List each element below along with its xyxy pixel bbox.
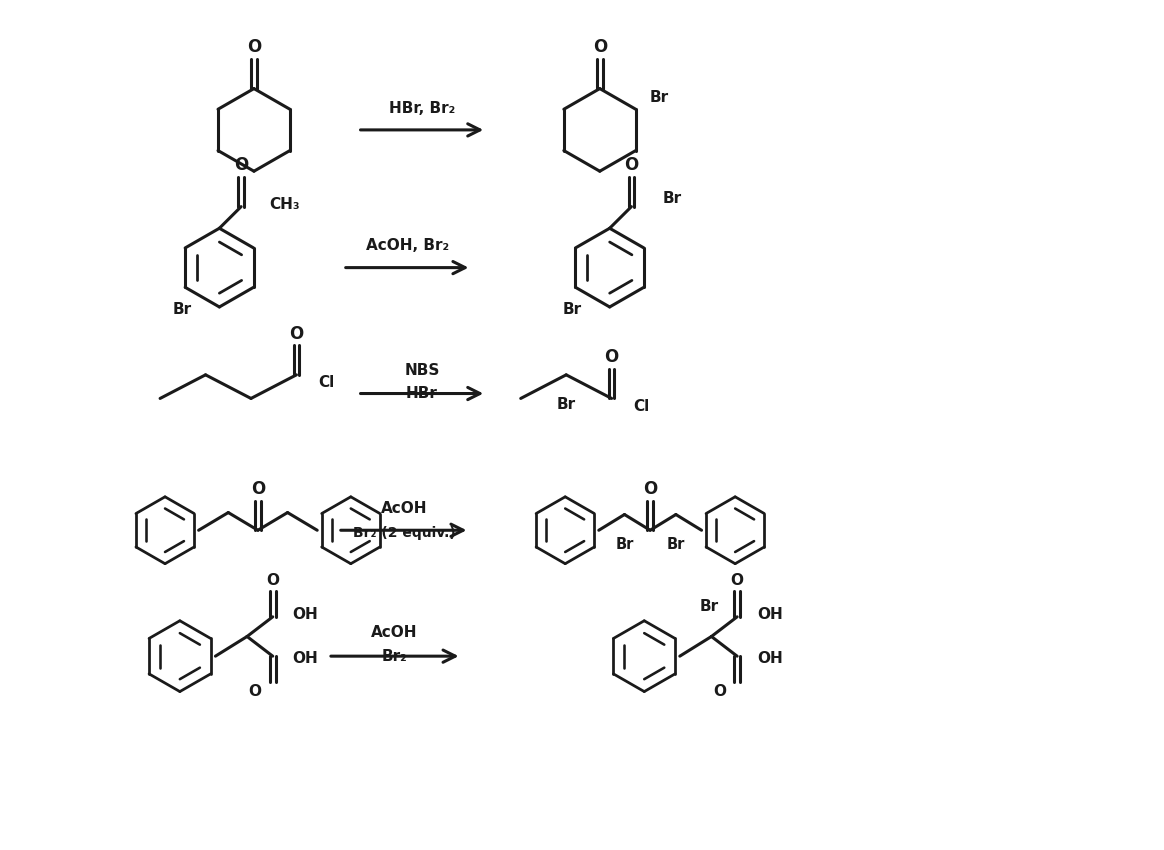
Text: O: O bbox=[250, 480, 265, 498]
Text: HBr, Br₂: HBr, Br₂ bbox=[389, 101, 455, 116]
Text: Br₂ (2 equiv.): Br₂ (2 equiv.) bbox=[353, 526, 455, 541]
Text: O: O bbox=[234, 156, 248, 174]
Text: O: O bbox=[247, 38, 261, 56]
Text: Br: Br bbox=[650, 90, 669, 105]
Text: Br: Br bbox=[663, 191, 682, 207]
Text: AcOH: AcOH bbox=[371, 625, 418, 640]
Text: OH: OH bbox=[292, 608, 318, 622]
Text: O: O bbox=[248, 684, 262, 699]
Text: O: O bbox=[267, 573, 279, 588]
Text: AcOH, Br₂: AcOH, Br₂ bbox=[365, 239, 448, 253]
Text: O: O bbox=[604, 348, 619, 366]
Text: Br: Br bbox=[172, 303, 191, 317]
Text: Br: Br bbox=[700, 599, 719, 615]
Text: O: O bbox=[712, 684, 726, 699]
Text: O: O bbox=[643, 480, 658, 498]
Text: OH: OH bbox=[292, 650, 318, 666]
Text: O: O bbox=[731, 573, 744, 588]
Text: Br: Br bbox=[667, 536, 686, 552]
Text: O: O bbox=[592, 38, 606, 56]
Text: Cl: Cl bbox=[633, 399, 650, 414]
Text: Br: Br bbox=[556, 397, 576, 412]
Text: OH: OH bbox=[757, 650, 782, 666]
Text: Br: Br bbox=[562, 303, 582, 317]
Text: O: O bbox=[624, 156, 639, 174]
Text: Br: Br bbox=[616, 536, 633, 552]
Text: NBS: NBS bbox=[404, 364, 440, 378]
Text: Br₂: Br₂ bbox=[382, 649, 407, 664]
Text: Cl: Cl bbox=[318, 375, 334, 390]
Text: AcOH: AcOH bbox=[381, 502, 427, 516]
Text: CH₃: CH₃ bbox=[269, 197, 299, 212]
Text: O: O bbox=[290, 325, 304, 343]
Text: HBr: HBr bbox=[406, 386, 438, 401]
Text: OH: OH bbox=[757, 608, 782, 622]
